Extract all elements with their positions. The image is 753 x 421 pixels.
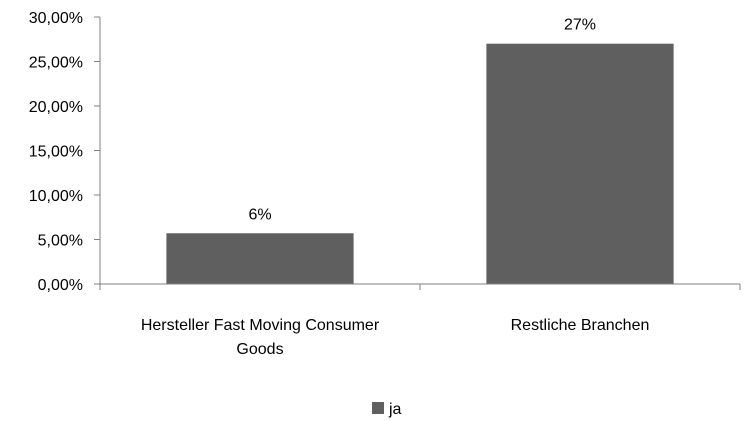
bar-value-label: 27% [564,17,596,34]
legend-label: ja [388,401,402,418]
data-labels: 6% 27% [248,17,596,224]
x-category-label: Restliche Branchen [511,317,650,334]
bar-value-label: 6% [248,206,271,223]
legend-swatch [372,402,384,414]
y-tick-label: 20,00% [29,99,83,116]
x-category-label: Hersteller Fast Moving Consumer Goods [141,317,380,358]
bars [166,43,674,285]
legend: ja [372,401,402,418]
bar [166,233,354,284]
y-tick-label: 10,00% [29,188,83,205]
x-axis: Hersteller Fast Moving Consumer Goods Rest… [99,283,741,358]
y-tick-label: 15,00% [29,144,83,161]
bar [486,43,674,285]
y-tick-label: 25,00% [29,55,83,72]
y-tick-label: 30,00% [29,10,83,27]
y-tick-label: 5,00% [38,233,83,250]
y-axis: 0,00% 5,00% 10,00% 15,00% 20,00% 25,00% 30,00% [29,10,101,294]
y-tick-label: 0,00% [38,277,83,294]
